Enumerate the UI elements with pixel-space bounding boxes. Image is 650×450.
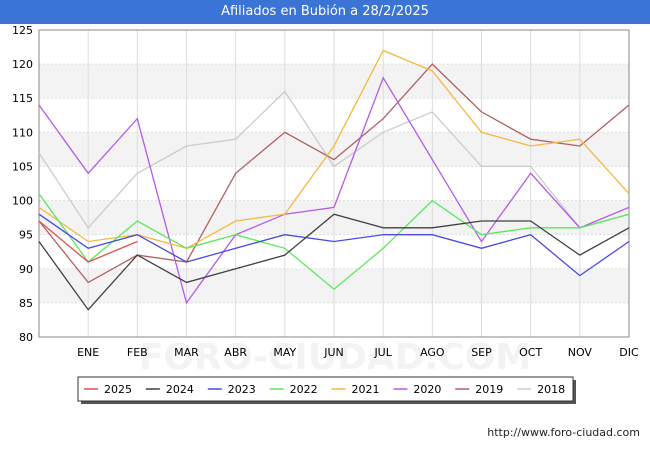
legend-label-2025: 2025 [104,383,132,396]
series-line-2025 [38,220,138,263]
x-axis: ENE FEB MAR ABR MAY JUN JUL AGO SEP OCT NOV DIC [77,346,639,359]
y-tick-label: 85 [19,297,33,310]
x-tick-label: MAY [273,346,296,359]
y-tick-label: 115 [12,92,33,105]
x-tick-label: SEP [471,346,492,359]
y-tick-label: 125 [12,24,33,37]
y-tick-label: 95 [19,229,33,242]
x-tick-label: ABR [224,346,247,359]
x-tick-label: FEB [127,346,148,359]
legend-label-2019: 2019 [475,383,503,396]
series-line-2022 [38,193,630,291]
legend-label-2022: 2022 [290,383,318,396]
plot-border [38,29,630,338]
chart-title: Afiliados en Bubión a 28/2/2025 [0,0,650,24]
x-tick-label: JUN [323,346,344,359]
y-tick-label: 80 [19,331,33,344]
y-axis: 80 85 90 95 100 105 110 115 120 125 [12,24,33,344]
series-line-2020 [38,76,630,305]
legend-label-2020: 2020 [413,383,441,396]
y-tick-label: 105 [12,160,33,173]
y-tick-label: 100 [12,195,33,208]
series-line-2024 [38,213,630,311]
watermark: FORO-CIUDAD.COM [139,337,531,378]
legend: 2025 2024 2023 2022 2021 2020 2019 2018 [77,376,576,404]
x-tick-label: DIC [619,346,639,359]
legend-box [77,376,574,402]
legend-label-2021: 2021 [352,383,380,396]
y-tick-label: 110 [12,126,33,139]
series-line-2018 [38,90,630,229]
source-url[interactable]: http://www.foro-ciudad.com [487,426,640,439]
x-tick-label: OCT [519,346,542,359]
x-tick-label: ENE [77,346,99,359]
legend-label-2018: 2018 [537,383,565,396]
gridlines [38,29,630,338]
x-tick-label: MAR [174,346,199,359]
series-lines [38,49,630,311]
x-tick-label: JUL [373,346,392,359]
x-tick-label: NOV [568,346,593,359]
series-line-2023 [38,213,630,277]
y-tick-label: 90 [19,263,33,276]
legend-label-2024: 2024 [166,383,194,396]
x-tick-label: AGO [420,346,445,359]
y-tick-label: 120 [12,58,33,71]
legend-label-2023: 2023 [228,383,256,396]
line-chart: FORO-CIUDAD.COM 80 85 90 95 100 105 110 115 120 1… [12,24,639,404]
